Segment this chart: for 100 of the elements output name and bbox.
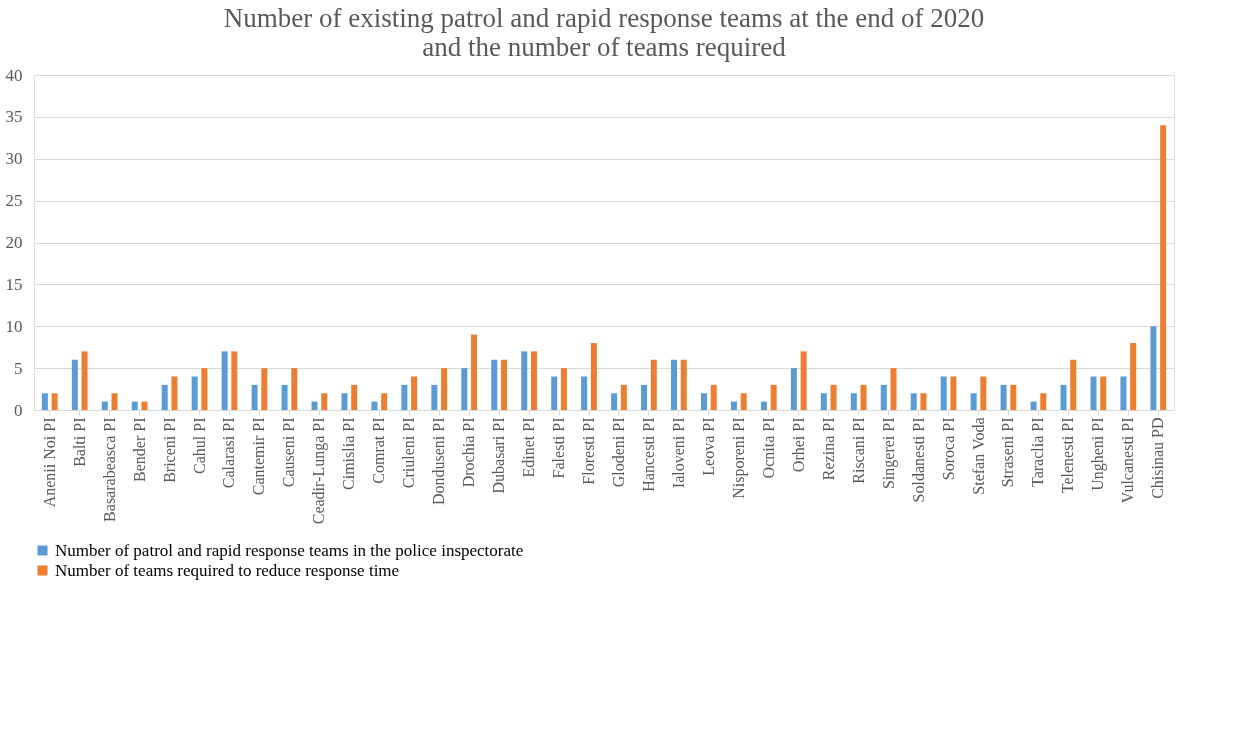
bar	[1060, 384, 1067, 410]
bar	[261, 368, 268, 410]
bar	[71, 359, 78, 410]
bar	[281, 384, 288, 410]
x-tick-label: Anenii Noi PI	[40, 417, 58, 508]
bar	[381, 393, 388, 410]
bar	[1040, 393, 1047, 410]
bar	[551, 376, 558, 410]
bar	[341, 393, 348, 410]
x-tick-label: Straseni PI	[999, 417, 1017, 488]
bar	[641, 384, 648, 410]
x-tick-label: Vulcanesti PI	[1119, 417, 1137, 504]
bar	[311, 401, 318, 410]
bar	[710, 384, 717, 410]
bar	[880, 384, 887, 410]
bar	[431, 384, 438, 410]
bar	[920, 393, 927, 410]
bar	[790, 368, 797, 410]
x-tick-label: Orhei PI	[789, 417, 807, 473]
x-tick-label: Falesti PI	[550, 417, 568, 479]
y-tick-label: 40	[5, 65, 23, 85]
x-tick-label: Edinet PI	[520, 417, 538, 478]
y-tick-label: 15	[5, 274, 23, 294]
y-tick-label: 25	[5, 191, 23, 211]
bar	[730, 401, 737, 410]
y-tick-label: 10	[5, 316, 23, 336]
bar	[980, 376, 987, 410]
bar	[1130, 343, 1137, 410]
bar	[501, 359, 508, 410]
x-tick-label: Donduseni PI	[430, 417, 448, 506]
bar	[581, 376, 588, 410]
bar	[321, 393, 328, 410]
bar	[671, 359, 678, 410]
bar	[1090, 376, 1097, 410]
x-tick-label: Causeni PI	[280, 417, 298, 488]
bar	[521, 351, 528, 410]
x-tick-label: Drochia PI	[460, 417, 478, 488]
bar	[800, 351, 807, 410]
x-tick-label: Basarabeasca PI	[100, 417, 118, 522]
y-tick-label: 0	[14, 400, 23, 420]
bar	[760, 401, 767, 410]
bar	[680, 359, 687, 410]
bar	[1070, 359, 1077, 410]
bar	[700, 393, 707, 410]
x-tick-label: Riscani PI	[849, 417, 867, 484]
bar	[1000, 384, 1007, 410]
bar	[1010, 384, 1017, 410]
bar	[51, 393, 58, 410]
x-tick-label: Comrat PI	[370, 417, 388, 484]
x-tick-label: Rezina PI	[819, 417, 837, 481]
bar	[860, 384, 867, 410]
x-tick-label: Floresti PI	[580, 417, 598, 485]
bar	[461, 368, 468, 410]
x-tick-label: Briceni PI	[160, 417, 178, 483]
bar	[441, 368, 448, 410]
bar	[530, 351, 537, 410]
bar	[620, 384, 627, 410]
bar	[910, 393, 917, 410]
x-tick-label: Telenesti PI	[1059, 417, 1077, 494]
bar	[231, 351, 238, 410]
x-tick-label: Hancesti PI	[639, 417, 657, 492]
bar	[221, 351, 228, 410]
bar	[1120, 376, 1127, 410]
bar	[611, 393, 618, 410]
x-tick-label: Ocnita PI	[759, 417, 777, 479]
x-tick-label: Balti PI	[70, 417, 88, 467]
x-tick-label: Calarasi PI	[220, 417, 238, 489]
bar	[1160, 125, 1167, 410]
bar	[351, 384, 358, 410]
bar	[401, 384, 408, 410]
x-tick-label: Ceadir-Lunga PI	[310, 417, 329, 525]
x-tick-label: Leova PI	[699, 417, 717, 476]
x-tick-label: Stefan Voda	[969, 417, 987, 495]
bar	[371, 401, 378, 410]
x-tick-label: Criuleni PI	[400, 417, 418, 489]
bar	[970, 393, 977, 410]
bar	[950, 376, 957, 410]
bar	[41, 393, 48, 410]
bar	[1150, 326, 1157, 410]
bar	[940, 376, 947, 410]
x-tick-label: Ialoveni PI	[669, 417, 687, 489]
x-tick-label: Chisinau PD	[1149, 417, 1167, 499]
bar	[101, 401, 108, 410]
bar	[740, 393, 747, 410]
chart-title: Number of existing patrol and rapid response teams at the end of 2020 and the number of teams required	[223, 3, 985, 62]
bar	[201, 368, 208, 410]
x-tick-label: Cantemir PI	[250, 417, 268, 496]
x-tick-label: Nisporeni PI	[729, 417, 748, 499]
x-tick-label: Ungheni PI	[1089, 417, 1108, 491]
bar	[411, 376, 418, 410]
y-tick-label: 20	[5, 233, 23, 252]
x-tick-label: Bender PI	[130, 417, 148, 482]
bar	[1100, 376, 1107, 410]
bar	[820, 393, 827, 410]
bar	[141, 401, 148, 410]
bar	[1030, 401, 1037, 410]
y-tick-label: 35	[5, 107, 23, 127]
bar	[830, 384, 837, 410]
legend-label: Number of teams required to reduce response time	[55, 560, 400, 580]
x-tick-label: Dubasari PI	[490, 417, 508, 494]
